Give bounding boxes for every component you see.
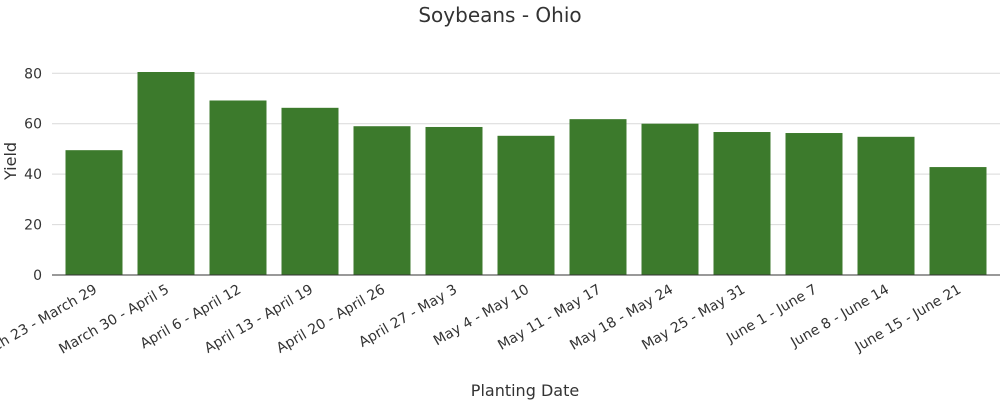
y-tick-label: 0 xyxy=(33,268,42,284)
bar xyxy=(281,107,339,276)
chart-title: Soybeans - Ohio xyxy=(418,3,581,27)
x-axis-label: Planting Date xyxy=(471,381,579,400)
bar xyxy=(353,126,411,275)
y-tick-label: 40 xyxy=(24,167,42,183)
y-tick-label: 80 xyxy=(24,66,42,82)
bar xyxy=(857,136,915,275)
bar xyxy=(569,119,627,275)
x-tick-label: March 23 - March 29 xyxy=(0,282,100,368)
y-axis-label: Yield xyxy=(1,142,20,181)
y-tick-label: 60 xyxy=(24,117,42,133)
bars xyxy=(65,72,987,276)
bar xyxy=(929,167,987,275)
bar xyxy=(713,132,771,275)
bar xyxy=(497,135,555,275)
bar xyxy=(65,150,123,275)
bar xyxy=(137,72,195,275)
bar xyxy=(209,100,267,275)
bar xyxy=(641,123,699,276)
bar xyxy=(785,133,843,275)
y-tick-label: 20 xyxy=(24,218,42,234)
bar xyxy=(425,126,483,276)
y-tick-labels: 0 20 40 60 80 xyxy=(24,66,42,284)
